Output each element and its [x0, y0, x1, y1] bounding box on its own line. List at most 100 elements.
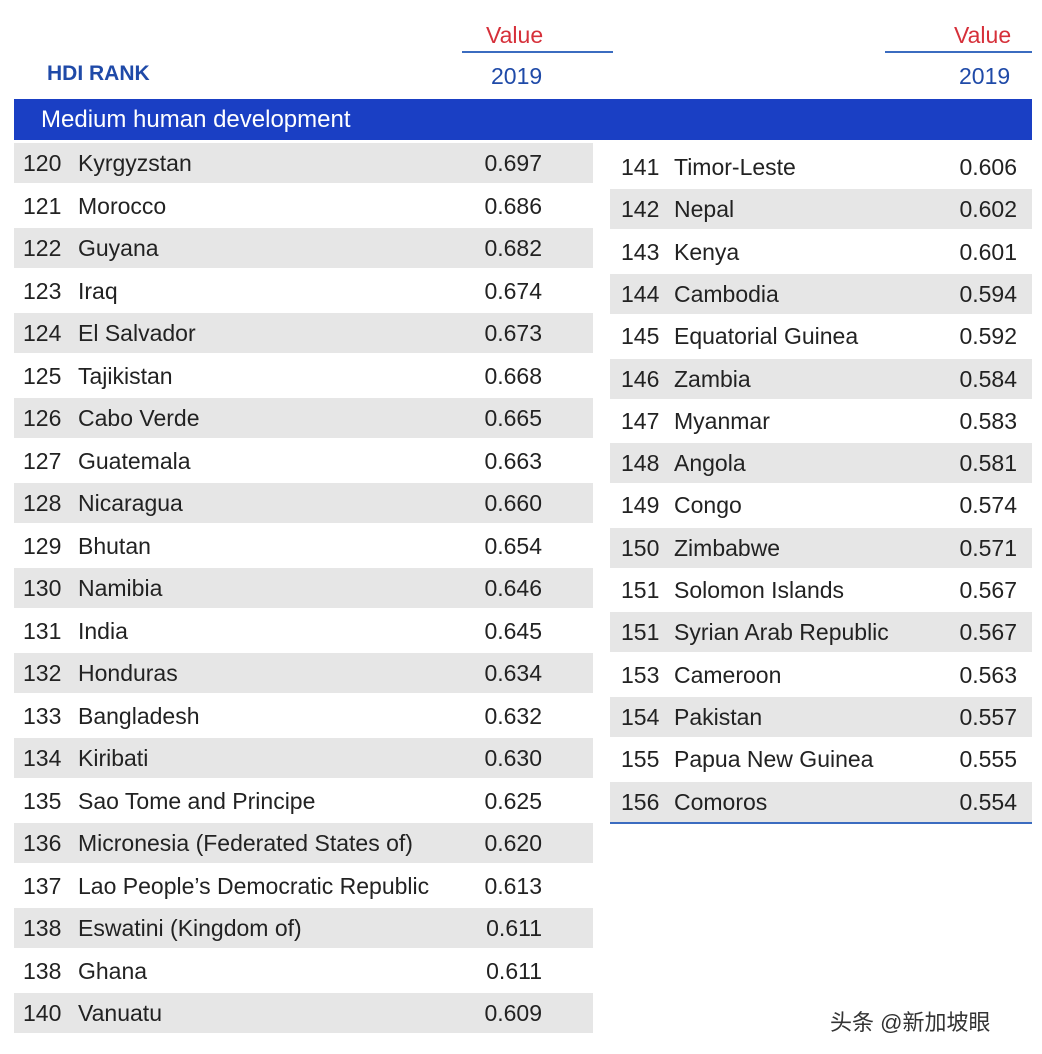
country: Timor-Leste	[674, 154, 796, 180]
rank-header: HDI RANK	[47, 62, 150, 85]
table-row: 123 Iraq 0.674	[14, 271, 593, 311]
country: Eswatini (Kingdom of)	[78, 915, 302, 941]
table-row: 124 El Salvador 0.673	[14, 313, 593, 353]
country: Guyana	[78, 235, 159, 261]
value: 0.567	[959, 619, 1017, 646]
rank: 120	[23, 150, 62, 176]
rank: 126	[23, 405, 62, 431]
rank: 147	[621, 407, 660, 434]
country: Solomon Islands	[674, 577, 845, 603]
rank: 146	[621, 365, 660, 392]
table-row: 142 Nepal 0.602	[610, 189, 1032, 230]
value: 0.555	[959, 746, 1017, 773]
rank: 148	[621, 450, 660, 477]
rank: 121	[23, 192, 62, 219]
table-row: 153 Cameroon 0.563	[610, 655, 1032, 695]
rank: 132	[23, 660, 62, 686]
value: 0.673	[484, 320, 542, 346]
table-row: 136 Micronesia (Federated States of) 0.620	[14, 823, 593, 863]
value: 0.620	[484, 830, 542, 856]
value-header: Value	[486, 22, 544, 48]
value-header: Value	[954, 22, 1012, 48]
country: Congo	[674, 492, 742, 519]
table-row: 145 Equatorial Guinea 0.592	[610, 316, 1032, 356]
rank: 144	[621, 280, 660, 307]
value: 0.567	[959, 577, 1017, 603]
rank: 151	[621, 619, 660, 646]
value: 0.613	[484, 872, 542, 899]
country: Kyrgyzstan	[78, 150, 192, 176]
table-row: 150 Zimbabwe 0.571	[610, 527, 1032, 568]
country: Iraq	[78, 277, 118, 304]
table-row: 122 Guyana 0.682	[14, 228, 593, 268]
rank: 128	[23, 490, 62, 516]
rank: 136	[23, 830, 62, 856]
country: Comoros	[674, 788, 768, 815]
value: 0.554	[959, 788, 1017, 815]
header-rule	[462, 51, 613, 53]
table-row: 129 Bhutan 0.654	[14, 526, 593, 566]
table-row: 120 Kyrgyzstan 0.697	[14, 143, 593, 183]
rank: 135	[23, 787, 62, 814]
rank: 122	[23, 235, 62, 261]
value: 0.682	[484, 235, 542, 261]
value: 0.625	[484, 787, 542, 814]
table-row: 138 Ghana 0.611	[14, 951, 593, 991]
value: 0.634	[484, 660, 542, 686]
table-row: 149 Congo 0.574	[610, 485, 1032, 525]
table-row: 127 Guatemala 0.663	[14, 441, 593, 481]
watermark: 头条 @新加坡眼	[830, 1010, 991, 1035]
country: Sao Tome and Principe	[78, 787, 316, 814]
country: Cabo Verde	[78, 405, 200, 431]
country: Pakistan	[674, 703, 763, 730]
rank: 124	[23, 320, 62, 346]
country: Kenya	[674, 238, 740, 265]
country: Guatemala	[78, 447, 191, 474]
table-row: 140 Vanuatu 0.609	[14, 993, 593, 1033]
country: Namibia	[78, 575, 163, 601]
country: El Salvador	[78, 320, 196, 346]
rank: 123	[23, 277, 62, 304]
table-row: 121 Morocco 0.686	[14, 186, 593, 226]
table-row: 151 Solomon Islands 0.567	[610, 570, 1032, 610]
value: 0.660	[484, 490, 542, 516]
rank: 138	[23, 957, 62, 984]
rank: 155	[621, 746, 660, 773]
rank: 156	[621, 788, 660, 815]
country: Equatorial Guinea	[674, 323, 859, 350]
table-row: 148 Angola 0.581	[610, 443, 1032, 484]
table-row: 138 Eswatini (Kingdom of) 0.611	[14, 908, 593, 948]
rank: 125	[23, 362, 62, 389]
value: 0.606	[959, 154, 1017, 180]
value: 0.665	[484, 405, 542, 431]
table-end-rule	[610, 822, 1032, 824]
rank: 133	[23, 702, 62, 729]
value: 0.654	[484, 532, 542, 559]
country: Zambia	[674, 365, 751, 392]
rank: 153	[621, 661, 660, 688]
table-row: 130 Namibia 0.646	[14, 568, 593, 608]
value: 0.571	[959, 534, 1017, 561]
rank: 154	[621, 703, 660, 730]
country: India	[78, 617, 128, 644]
value: 0.611	[486, 915, 542, 941]
value: 0.563	[959, 661, 1017, 688]
table-row: 151 Syrian Arab Republic 0.567	[610, 612, 1032, 653]
table-row: 146 Zambia 0.584	[610, 358, 1032, 399]
table-row: 144 Cambodia 0.594	[610, 273, 1032, 314]
country: Zimbabwe	[674, 534, 781, 561]
value: 0.674	[484, 277, 542, 304]
rank: 142	[621, 196, 660, 223]
country: Micronesia (Federated States of)	[78, 830, 413, 856]
rank: 140	[23, 1000, 62, 1026]
rank: 150	[621, 534, 660, 561]
country: Lao People’s Democratic Republic	[78, 872, 430, 899]
value: 0.601	[959, 238, 1017, 265]
value: 0.592	[959, 323, 1017, 350]
rank: 127	[23, 447, 62, 474]
value: 0.697	[484, 150, 542, 176]
header-rule	[885, 51, 1032, 53]
table-row: 126 Cabo Verde 0.665	[14, 398, 593, 438]
country: Kiribati	[78, 745, 149, 771]
value: 0.609	[484, 1000, 542, 1026]
